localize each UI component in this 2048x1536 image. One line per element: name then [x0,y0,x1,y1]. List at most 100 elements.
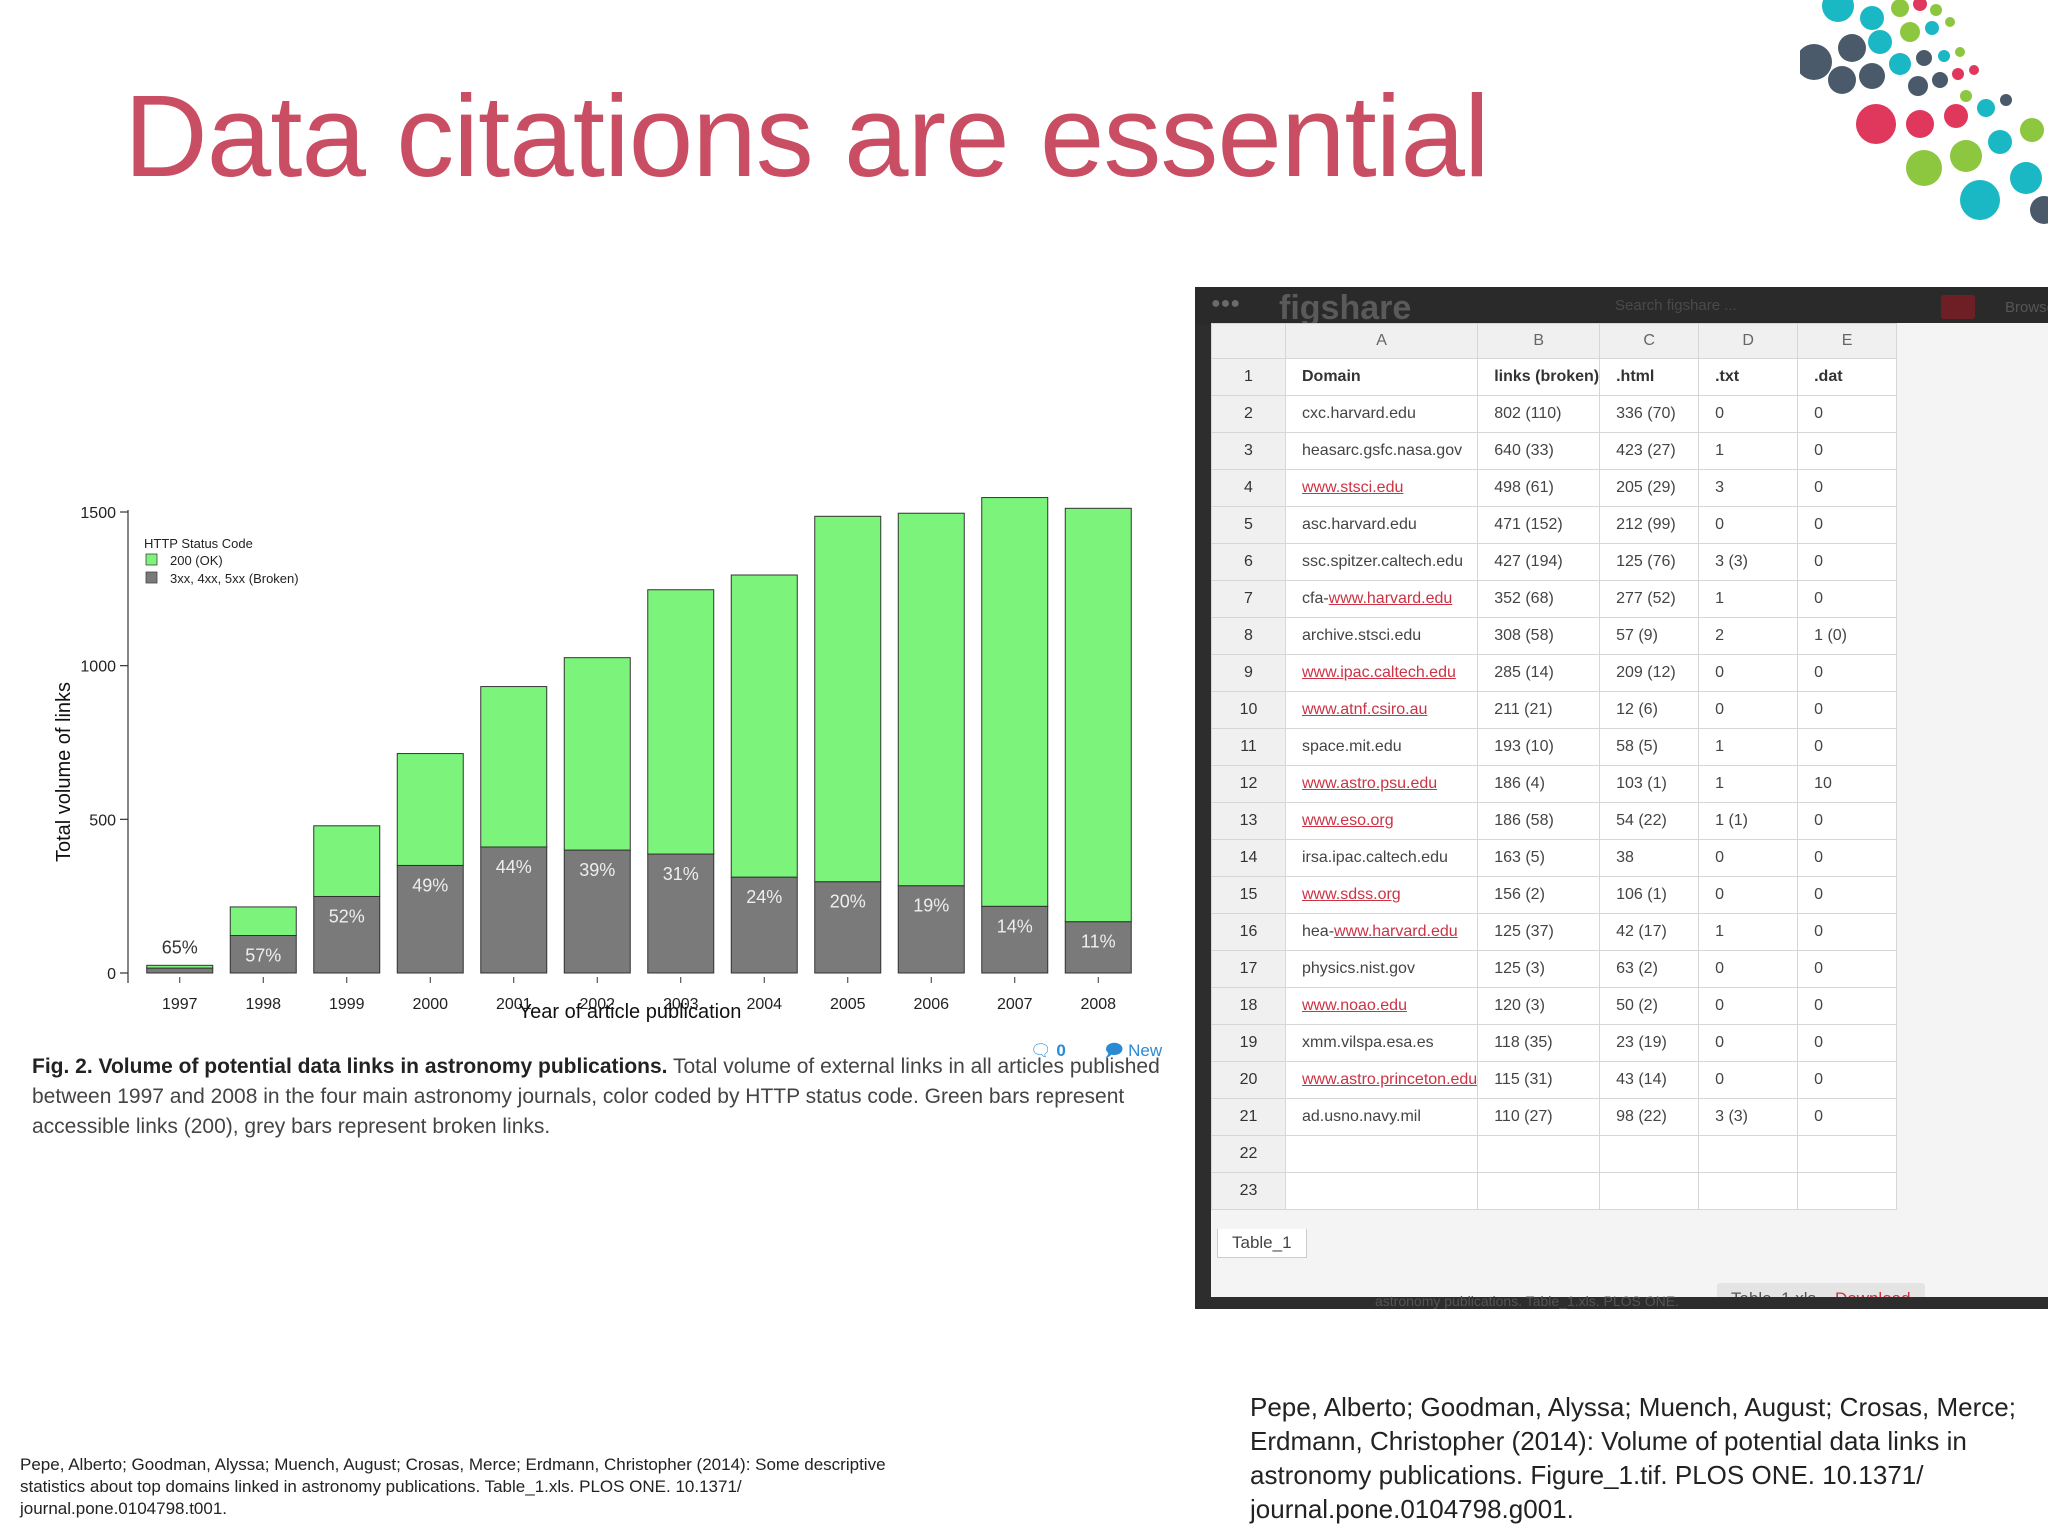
cell-txt[interactable]: 0 [1698,506,1799,544]
cell-dat[interactable]: 0 [1797,913,1898,951]
empty-cell[interactable] [1477,1172,1601,1210]
cell-dat[interactable]: 0 [1797,987,1898,1025]
cell-html[interactable]: 125 (76) [1599,543,1700,581]
empty-cell[interactable] [1599,1172,1700,1210]
cell-links[interactable]: 156 (2) [1477,876,1601,914]
cell-txt[interactable]: 0 [1698,1061,1799,1099]
cell-txt[interactable]: 0 [1698,691,1799,729]
cell-dat[interactable]: 0 [1797,1024,1898,1062]
cell-txt[interactable]: 0 [1698,395,1799,433]
domain-link[interactable]: www.ipac.caltech.edu [1302,664,1456,681]
cell-html[interactable]: 38 [1599,839,1700,877]
cell-html[interactable]: 205 (29) [1599,469,1700,507]
cell-dat[interactable]: 0 [1797,432,1898,470]
cell-html[interactable]: 336 (70) [1599,395,1700,433]
cell-dat[interactable]: 0 [1797,543,1898,581]
cell-domain[interactable]: xmm.vilspa.esa.es [1284,1024,1479,1062]
cell-html[interactable]: 277 (52) [1599,580,1700,618]
cell-html[interactable]: 57 (9) [1599,617,1700,655]
cell-dat[interactable]: 0 [1797,876,1898,914]
cell-domain[interactable]: space.mit.edu [1284,728,1479,766]
cell-txt[interactable]: 1 [1698,432,1799,470]
search-input[interactable]: Search figshare ... [1615,297,1737,314]
domain-link[interactable]: www.astro.psu.edu [1302,775,1438,792]
domain-link[interactable]: www.harvard.edu [1328,590,1453,607]
cell-txt[interactable]: 0 [1698,1024,1799,1062]
cell-dat[interactable]: 0 [1797,691,1898,729]
column-header-a[interactable]: A [1284,323,1479,359]
cell-links[interactable]: 193 (10) [1477,728,1601,766]
column-header-c[interactable]: C [1599,323,1700,359]
new-comment-link[interactable]: 🗩 New [1104,1041,1163,1060]
cell-html[interactable]: 58 (5) [1599,728,1700,766]
cell-domain[interactable]: www.atnf.csiro.au [1284,691,1479,729]
cell-domain[interactable]: irsa.ipac.caltech.edu [1284,839,1479,877]
cell-domain[interactable]: www.ipac.caltech.edu [1284,654,1479,692]
cell-dat[interactable]: 0 [1797,802,1898,840]
cell-html[interactable]: 42 (17) [1599,913,1700,951]
cell-links[interactable]: 285 (14) [1477,654,1601,692]
cell-html[interactable]: 103 (1) [1599,765,1700,803]
cell-txt[interactable]: 1 [1698,580,1799,618]
cell-domain[interactable]: physics.nist.gov [1284,950,1479,988]
browse-link[interactable]: Browse [2005,299,2048,316]
cell-txt[interactable]: 0 [1698,654,1799,692]
cell-links[interactable]: 163 (5) [1477,839,1601,877]
header-cell-dat[interactable]: .dat [1797,358,1898,396]
domain-link[interactable]: www.noao.edu [1302,997,1407,1014]
domain-link[interactable]: www.eso.org [1302,812,1394,829]
empty-cell[interactable] [1284,1172,1479,1210]
search-button[interactable] [1941,295,1975,319]
cell-domain[interactable]: ad.usno.navy.mil [1284,1098,1479,1136]
download-button[interactable]: Table_1.xls – Download [1717,1283,1925,1297]
domain-link[interactable]: www.stsci.edu [1302,479,1404,496]
empty-cell[interactable] [1284,1135,1479,1173]
empty-cell[interactable] [1797,1172,1898,1210]
cell-dat[interactable]: 0 [1797,654,1898,692]
cell-html[interactable]: 423 (27) [1599,432,1700,470]
empty-cell[interactable] [1797,1135,1898,1173]
header-cell-domain[interactable]: Domain [1284,358,1479,396]
cell-txt[interactable]: 3 [1698,469,1799,507]
domain-link[interactable]: www.sdss.org [1302,886,1401,903]
cell-dat[interactable]: 0 [1797,839,1898,877]
comments-link[interactable]: 🗨 0 [1030,1041,1066,1060]
cell-html[interactable]: 12 (6) [1599,691,1700,729]
cell-html[interactable]: 23 (19) [1599,1024,1700,1062]
header-cell-txt[interactable]: .txt [1698,358,1799,396]
column-header-b[interactable]: B [1477,323,1601,359]
cell-links[interactable]: 120 (3) [1477,987,1601,1025]
cell-dat[interactable]: 0 [1797,1098,1898,1136]
header-cell-links[interactable]: links (broken) [1477,358,1601,396]
cell-links[interactable]: 640 (33) [1477,432,1601,470]
cell-dat[interactable]: 0 [1797,950,1898,988]
cell-domain[interactable]: www.astro.psu.edu [1284,765,1479,803]
cell-txt[interactable]: 0 [1698,950,1799,988]
cell-domain[interactable]: www.astro.princeton.edu [1284,1061,1479,1099]
cell-dat[interactable]: 0 [1797,506,1898,544]
cell-links[interactable]: 498 (61) [1477,469,1601,507]
cell-domain[interactable]: www.eso.org [1284,802,1479,840]
cell-domain[interactable]: cxc.harvard.edu [1284,395,1479,433]
empty-cell[interactable] [1477,1135,1601,1173]
sheet-tab-table1[interactable]: Table_1 [1217,1229,1307,1258]
cell-txt[interactable]: 0 [1698,839,1799,877]
cell-txt[interactable]: 0 [1698,876,1799,914]
cell-links[interactable]: 352 (68) [1477,580,1601,618]
cell-links[interactable]: 115 (31) [1477,1061,1601,1099]
cell-links[interactable]: 211 (21) [1477,691,1601,729]
cell-domain[interactable]: heasarc.gsfc.nasa.gov [1284,432,1479,470]
cell-domain[interactable]: www.sdss.org [1284,876,1479,914]
cell-links[interactable]: 186 (4) [1477,765,1601,803]
cell-txt[interactable]: 2 [1698,617,1799,655]
download-link[interactable]: Download [1835,1289,1911,1297]
cell-txt[interactable]: 1 (1) [1698,802,1799,840]
cell-txt[interactable]: 1 [1698,728,1799,766]
cell-html[interactable]: 212 (99) [1599,506,1700,544]
empty-cell[interactable] [1599,1135,1700,1173]
cell-dat[interactable]: 0 [1797,395,1898,433]
cell-links[interactable]: 308 (58) [1477,617,1601,655]
cell-html[interactable]: 50 (2) [1599,987,1700,1025]
cell-links[interactable]: 186 (58) [1477,802,1601,840]
cell-dat[interactable]: 0 [1797,580,1898,618]
